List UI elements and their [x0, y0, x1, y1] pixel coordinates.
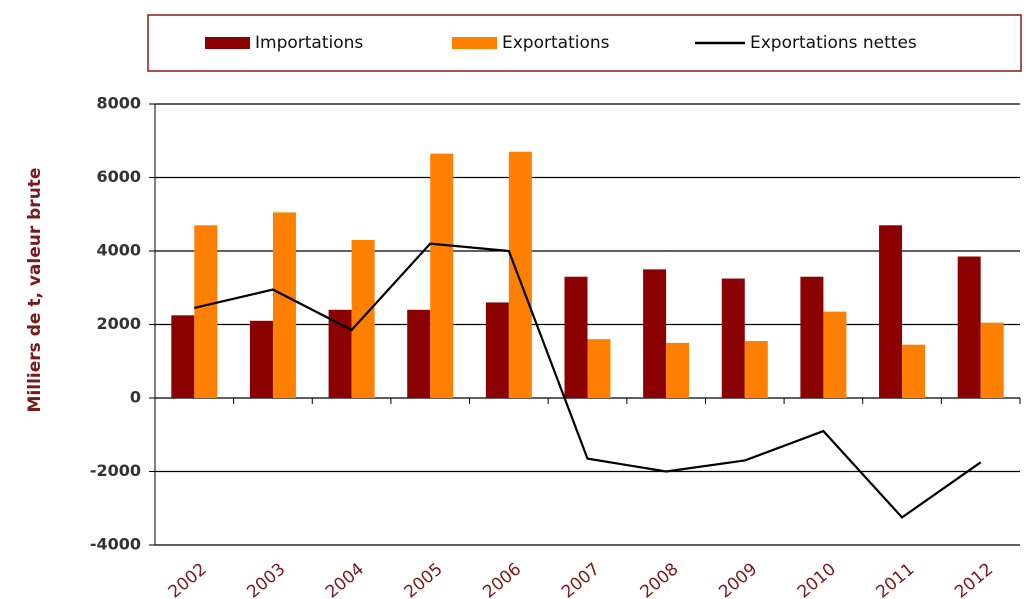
bar	[194, 225, 218, 398]
x-tick-label: 2006	[479, 559, 525, 599]
bar	[249, 320, 273, 398]
legend-box	[147, 14, 1022, 72]
y-tick-label: -2000	[90, 461, 141, 480]
x-tick-label: 2010	[794, 559, 840, 599]
bar	[430, 153, 454, 398]
bar	[980, 322, 1004, 398]
y-tick-label: 4000	[96, 241, 141, 260]
bar	[957, 256, 981, 398]
bar	[328, 309, 352, 398]
y-tick-label: -4000	[90, 535, 141, 554]
x-tick-label: 2008	[637, 559, 683, 599]
y-tick-label: 2000	[96, 314, 141, 333]
x-tick-label: 2011	[872, 559, 918, 599]
bar	[902, 344, 926, 398]
bar	[272, 212, 296, 398]
bar	[643, 269, 667, 398]
bar	[744, 341, 768, 398]
bar	[587, 339, 611, 398]
bar	[485, 302, 509, 398]
x-tick-label: 2012	[951, 559, 997, 599]
y-tick-label: 6000	[96, 167, 141, 186]
bar	[508, 151, 532, 398]
legend-swatch	[205, 37, 250, 49]
legend-label: Exportations nettes	[750, 33, 917, 53]
bar	[823, 311, 847, 398]
bar	[407, 309, 431, 398]
line	[194, 242, 982, 519]
y-tick-label: 0	[130, 388, 141, 407]
x-tick-label: 2007	[558, 559, 604, 599]
y-axis-label: Milliers de t, valeur brute	[25, 168, 45, 413]
bar	[171, 315, 195, 398]
legend-swatch	[452, 37, 497, 49]
legend-label: Importations	[255, 33, 363, 53]
bar	[666, 342, 690, 398]
bar	[800, 276, 824, 398]
x-tick-label: 2009	[715, 559, 761, 599]
x-tick-label: 2003	[243, 559, 289, 599]
bar	[721, 278, 745, 398]
legend-label: Exportations	[502, 33, 610, 53]
bar	[564, 276, 588, 398]
x-tick-label: 2004	[322, 559, 368, 599]
y-tick-label: 8000	[96, 94, 141, 113]
x-tick-label: 2005	[401, 559, 447, 599]
x-tick-label: 2002	[165, 559, 211, 599]
bar	[879, 225, 903, 398]
